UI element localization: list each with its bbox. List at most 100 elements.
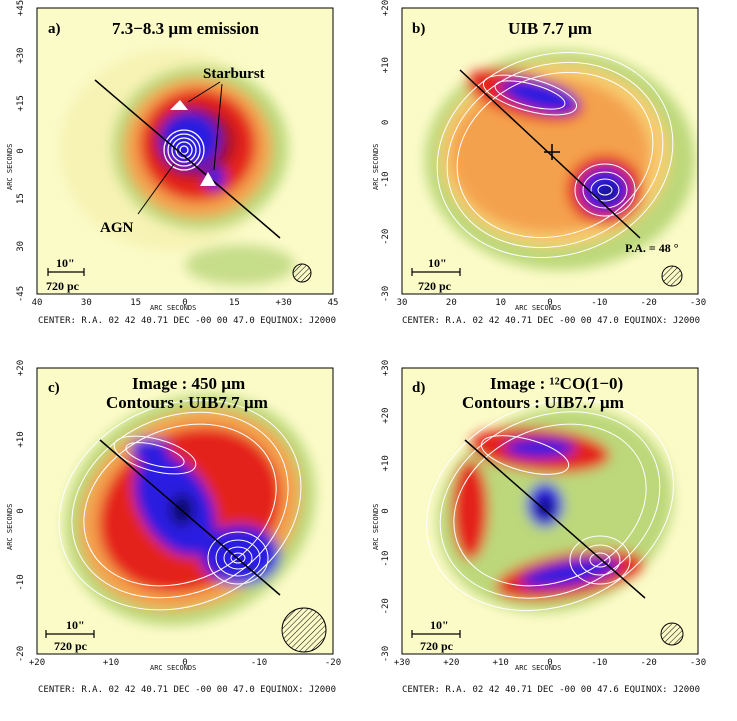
panel-a-center-caption: CENTER: R.A. 02 42 40.71 DEC -00 00 47.0… xyxy=(38,316,336,326)
panel-b-xaxis-label: ARC SECONDS xyxy=(515,304,561,312)
panel-b-xtick-label: -20 xyxy=(641,298,657,308)
starburst-arrow-1 xyxy=(187,81,221,103)
panel-b-title: UIB 7.7 µm xyxy=(508,19,592,38)
panel-d-ytick-label: -30 xyxy=(381,646,391,662)
panel-d-xtick-label: +20 xyxy=(443,658,459,668)
panel-c-scale-pc: 720 pc xyxy=(54,639,88,653)
panel-c-center-caption: CENTER: R.A. 02 42 40.71 DEC -00 00 47.0… xyxy=(38,685,336,695)
panel-b-scale-arcsec: 10" xyxy=(428,256,447,270)
panel-c xyxy=(36,367,334,655)
panel-c-title-2: Contours : UIB7.7 µm xyxy=(106,393,268,412)
panel-b-ytick-label: 0 xyxy=(381,120,391,125)
panel-a-yaxis-label: ARC SECONDS xyxy=(6,144,14,190)
panel-b-xtick-label: 0 xyxy=(547,298,552,308)
panel-d-ytick-label: +30 xyxy=(381,360,391,376)
panel-c-yaxis-label: ARC SECONDS xyxy=(6,504,14,550)
panel-b-beam xyxy=(661,265,683,287)
panel-b-scale-pc: 720 pc xyxy=(418,279,452,293)
panel-d-xtick-label: 0 xyxy=(547,658,552,668)
panel-a-ytick-label: 0 xyxy=(16,148,26,153)
panel-b-image xyxy=(425,50,695,270)
panel-c-xtick-label: -10 xyxy=(251,658,267,668)
panel-d-xtick-label: -10 xyxy=(591,658,607,668)
panel-a-xtick-label: 15 xyxy=(229,298,240,308)
panel-c-xtick-label: +10 xyxy=(103,658,119,668)
panel-a-ytick-label: 15 xyxy=(16,193,26,204)
panel-b-letter: b) xyxy=(412,21,425,37)
panel-a-major-axis-line xyxy=(94,79,281,239)
panel-a-contours xyxy=(163,129,205,171)
panel-a-ytick-label: 30 xyxy=(16,241,26,252)
panel-c-ytick-label: +10 xyxy=(16,431,26,447)
panel-c-xtick-label: +20 xyxy=(29,658,45,668)
scale-bars xyxy=(45,268,461,638)
panel-c-xtick-label: -20 xyxy=(325,658,341,668)
panel-a-ytick-label: +15 xyxy=(16,95,26,111)
panel-d xyxy=(401,367,699,655)
panel-d-ytick-label: -10 xyxy=(381,551,391,567)
panel-a-scale-pc: 720 pc xyxy=(46,279,80,293)
panel-d-ytick-label: +10 xyxy=(381,455,391,471)
panel-d-pa-line xyxy=(464,439,646,599)
panel-b-xtick-label: -10 xyxy=(591,298,607,308)
starburst-marker-north xyxy=(170,100,188,110)
panel-d-beam xyxy=(660,622,684,646)
starburst-label: Starburst xyxy=(203,66,265,82)
panel-d-image xyxy=(426,398,674,613)
panel-b-pa-line xyxy=(459,69,641,239)
panel-d-xtick-label: -20 xyxy=(641,658,657,668)
panel-a-ytick-label: +45 xyxy=(16,0,26,16)
panel-a-ytick-label: -45 xyxy=(16,286,26,302)
panel-c-xaxis-label: ARC SECONDS xyxy=(150,664,196,672)
panel-a-xtick-label: 40 xyxy=(32,298,43,308)
panel-b-contours xyxy=(436,51,674,259)
panel-a-xaxis-label: ARC SECONDS xyxy=(150,304,196,312)
panel-d-ytick-label: +20 xyxy=(381,408,391,424)
panel-b xyxy=(401,7,699,295)
panel-c-ytick-label: +20 xyxy=(16,360,26,376)
panel-a-title: 7.3−8.3 µm emission xyxy=(112,19,260,38)
panel-d-scale-pc: 720 pc xyxy=(420,639,454,653)
panel-b-xtick-label: 30 xyxy=(397,298,408,308)
panel-d-title-2: Contours : UIB7.7 µm xyxy=(462,393,624,412)
panel-c-title-1: Image : 450 µm xyxy=(132,374,245,393)
panel-c-scale-arcsec: 10" xyxy=(66,618,85,632)
panel-a-beam xyxy=(292,263,312,283)
panel-b-ytick-label: -20 xyxy=(381,229,391,245)
panel-b-center-caption: CENTER: R.A. 02 42 40.71 DEC -00 00 47.0… xyxy=(402,316,700,326)
panel-c-image xyxy=(58,394,316,626)
panel-c-ytick-label: 0 xyxy=(16,508,26,513)
panel-d-scale-arcsec: 10" xyxy=(430,618,449,632)
panel-b-pa-label: P.A. = 48 ° xyxy=(625,241,679,255)
starburst-arrow-2 xyxy=(213,83,223,171)
tick-labels: 40 30 15 0 15 +30 45 +45 +30 +15 0 15 30 -45 30 20 10 0 -1… xyxy=(16,0,706,668)
panel-a-xtick-label: 45 xyxy=(328,298,339,308)
panel-c-letter: c) xyxy=(48,380,60,396)
panel-a-letter: a) xyxy=(48,21,61,37)
panel-a-image xyxy=(60,50,295,285)
panel-d-title-1: Image : ¹²CO(1−0) xyxy=(490,374,623,393)
panel-a-xtick-label: 30 xyxy=(81,298,92,308)
panel-b-xtick-label: 10 xyxy=(495,298,506,308)
panel-d-xaxis-label: ARC SECONDS xyxy=(515,664,561,672)
panel-a-ytick-label: +30 xyxy=(16,48,26,64)
panel-d-ytick-label: -20 xyxy=(381,598,391,614)
panel-d-center-caption: CENTER: R.A. 02 42 40.71 DEC -00 00 47.6… xyxy=(402,685,700,695)
panel-b-yaxis-label: ARC SECONDS xyxy=(372,144,380,190)
panel-b-ytick-label: +20 xyxy=(381,0,391,16)
panel-d-ytick-label: 0 xyxy=(381,508,391,513)
panel-a-scale-arcsec: 10" xyxy=(56,256,75,270)
panel-d-xtick-label: +10 xyxy=(493,658,509,668)
agn-arrow xyxy=(137,163,175,215)
panel-b-ytick-label: +10 xyxy=(381,57,391,73)
panel-d-contours xyxy=(426,398,674,612)
panel-c-ytick-label: -10 xyxy=(16,574,26,590)
starburst-marker-south xyxy=(200,172,216,186)
panel-a xyxy=(36,7,334,295)
panel-c-beam xyxy=(281,607,327,653)
panel-d-xtick-label: -30 xyxy=(690,658,706,668)
panel-b-xtick-label: -30 xyxy=(690,298,706,308)
panel-c-ytick-label: -20 xyxy=(16,646,26,662)
panel-c-xtick-label: 0 xyxy=(182,658,187,668)
panel-d-letter: d) xyxy=(412,380,425,396)
